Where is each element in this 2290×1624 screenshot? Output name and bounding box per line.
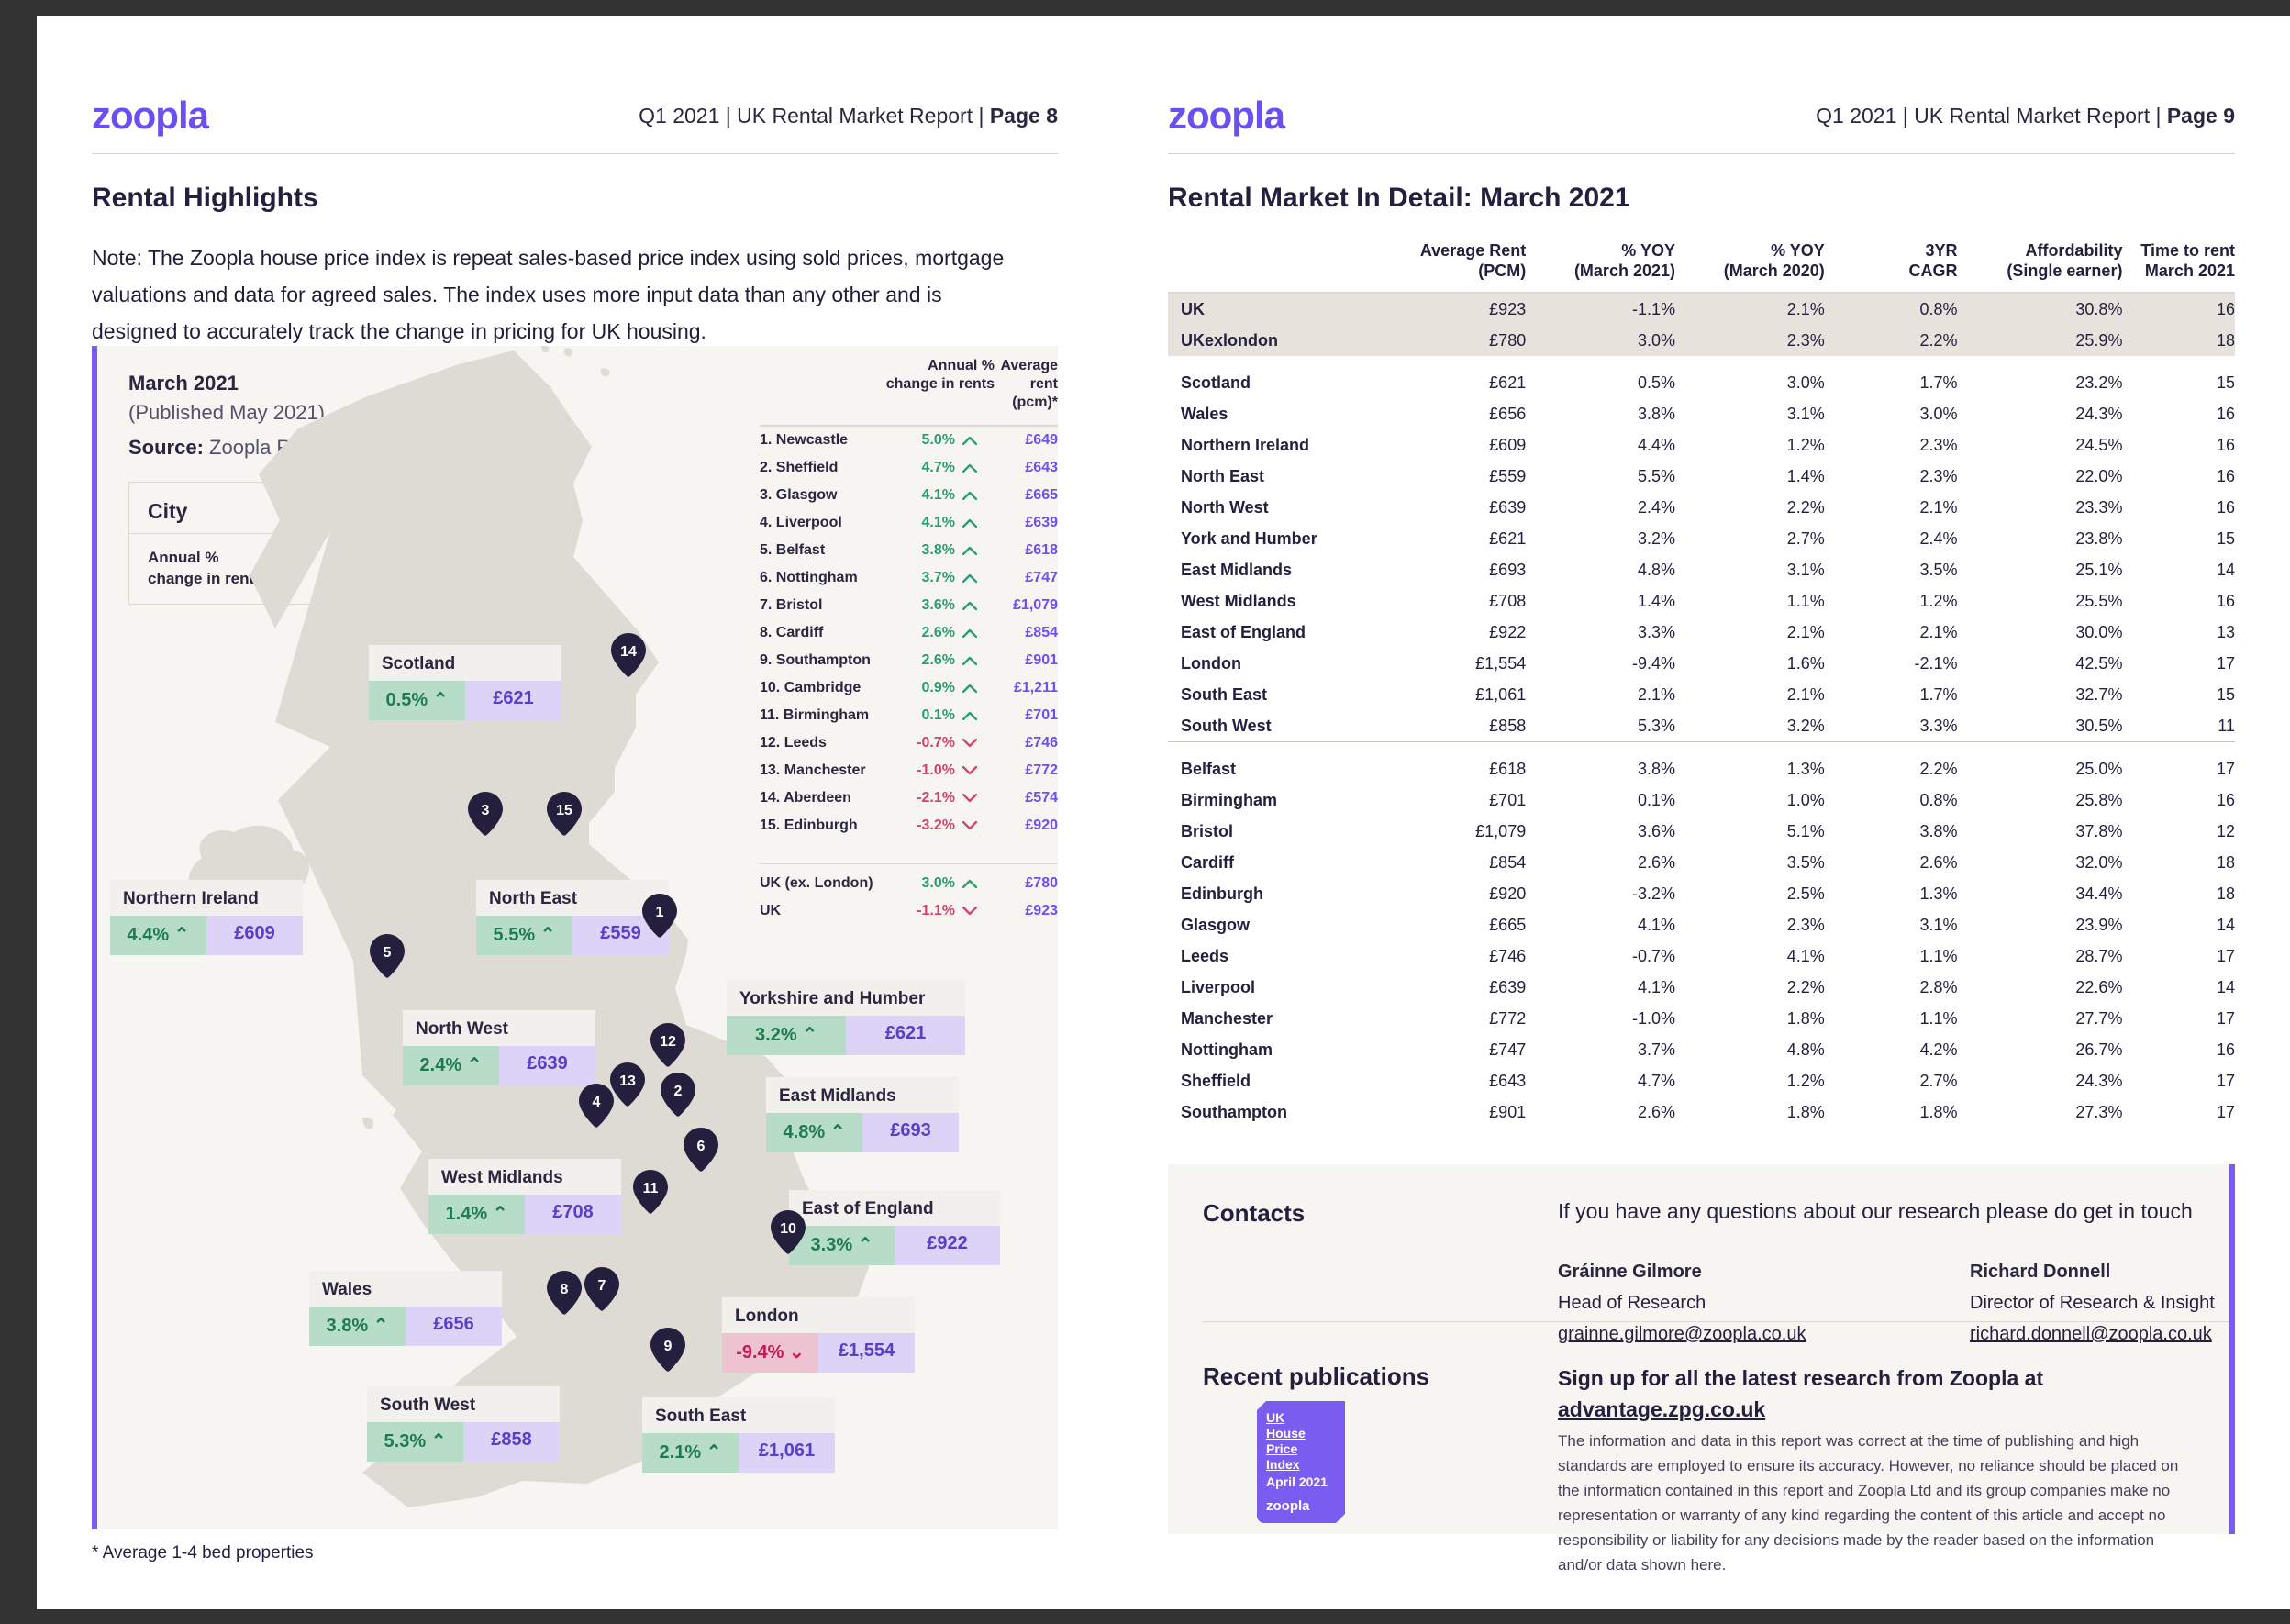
- svg-text:7: 7: [598, 1278, 606, 1294]
- svg-text:3: 3: [482, 803, 490, 818]
- svg-text:12: 12: [660, 1034, 676, 1050]
- svg-text:9: 9: [664, 1339, 673, 1354]
- svg-text:1: 1: [656, 905, 664, 920]
- svg-text:4: 4: [593, 1095, 601, 1110]
- svg-text:6: 6: [697, 1139, 706, 1154]
- svg-text:2: 2: [674, 1084, 683, 1099]
- svg-text:11: 11: [643, 1181, 659, 1196]
- svg-text:5: 5: [384, 945, 392, 961]
- svg-text:14: 14: [620, 644, 637, 660]
- svg-text:10: 10: [780, 1221, 796, 1237]
- svg-text:15: 15: [556, 803, 572, 818]
- svg-text:8: 8: [561, 1282, 569, 1297]
- svg-text:13: 13: [619, 1073, 636, 1089]
